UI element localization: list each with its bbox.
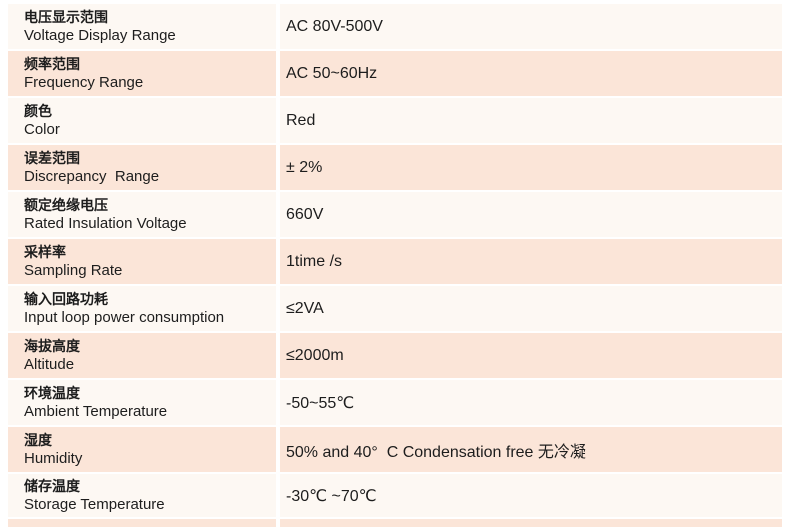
column-divider: [276, 239, 280, 284]
table-row: 湿度 Humidity 50% and 40° C Condensation f…: [8, 427, 782, 472]
spec-label-cell: 环境温度 Ambient Temperature: [8, 380, 276, 425]
partial-row-right: [280, 519, 782, 527]
table-row: 环境温度 Ambient Temperature -50~55℃: [8, 380, 782, 425]
spec-label-cell: 频率范围 Frequency Range: [8, 51, 276, 96]
column-divider: [276, 98, 280, 143]
spec-label-zh: 湿度: [24, 432, 52, 448]
spec-label-cell: 电压显示范围 Voltage Display Range: [8, 4, 276, 49]
column-divider: [276, 333, 280, 378]
spec-value: 1time /s: [280, 239, 782, 284]
spec-value: -30℃ ~70℃: [280, 474, 782, 517]
spec-value: Red: [280, 98, 782, 143]
spec-label-cell: 颜色 Color: [8, 98, 276, 143]
table-row: 误差范围 Discrepancy Range ± 2%: [8, 145, 782, 190]
spec-label-zh: 输入回路功耗: [24, 291, 108, 307]
spec-value: AC 80V-500V: [280, 4, 782, 49]
spec-label-en: Rated Insulation Voltage: [24, 215, 187, 232]
table-row: 储存温度 Storage Temperature -30℃ ~70℃: [8, 474, 782, 517]
spec-label-zh: 海拔高度: [24, 338, 80, 354]
column-divider: [276, 380, 280, 425]
spec-value: AC 50~60Hz: [280, 51, 782, 96]
spec-label-zh: 采样率: [24, 244, 66, 260]
table-row: 颜色 Color Red: [8, 98, 782, 143]
spec-label-cell: 误差范围 Discrepancy Range: [8, 145, 276, 190]
column-divider: [276, 519, 280, 527]
table-row: 额定绝缘电压 Rated Insulation Voltage 660V: [8, 192, 782, 237]
spec-label-en: Input loop power consumption: [24, 309, 225, 326]
spec-label-zh: 环境温度: [24, 385, 80, 401]
spec-label-en: Discrepancy Range: [24, 168, 160, 185]
column-divider: [276, 145, 280, 190]
spec-label-cell: 输入回路功耗 Input loop power consumption: [8, 286, 276, 331]
spec-label-cell: 储存温度 Storage Temperature: [8, 474, 276, 517]
spec-label-cell: 额定绝缘电压 Rated Insulation Voltage: [8, 192, 276, 237]
spec-label-zh: 颜色: [24, 103, 52, 119]
spec-label-zh: 误差范围: [24, 150, 80, 166]
spec-value: 50% and 40° C Condensation free 无冷凝: [280, 427, 782, 472]
spec-label-cell: 湿度 Humidity: [8, 427, 276, 472]
spec-value: ≤2VA: [280, 286, 782, 331]
table-row: 电压显示范围 Voltage Display Range AC 80V-500V: [8, 4, 782, 49]
table-row: 采样率 Sampling Rate 1time /s: [8, 239, 782, 284]
spec-label-zh: 电压显示范围: [24, 9, 108, 25]
spec-value: ± 2%: [280, 145, 782, 190]
spec-value: -50~55℃: [280, 380, 782, 425]
column-divider: [276, 51, 280, 96]
column-divider: [276, 286, 280, 331]
spec-label-en: Humidity: [24, 450, 83, 467]
spec-value: ≤2000m: [280, 333, 782, 378]
spec-label-cell: 采样率 Sampling Rate: [8, 239, 276, 284]
spec-label-zh: 储存温度: [24, 478, 80, 494]
spec-label-en: Color: [24, 121, 60, 138]
spec-label-en: Altitude: [24, 356, 75, 373]
spec-label-cell: 海拔高度 Altitude: [8, 333, 276, 378]
table-row: 海拔高度 Altitude ≤2000m: [8, 333, 782, 378]
table-row: 输入回路功耗 Input loop power consumption ≤2VA: [8, 286, 782, 331]
column-divider: [276, 4, 280, 49]
column-divider: [276, 474, 280, 517]
partial-row-strip: [8, 519, 782, 527]
spec-value: 660V: [280, 192, 782, 237]
spec-label-en: Sampling Rate: [24, 262, 123, 279]
spec-table: 电压显示范围 Voltage Display Range AC 80V-500V…: [8, 4, 782, 527]
table-row: 频率范围 Frequency Range AC 50~60Hz: [8, 51, 782, 96]
spec-label-en: Frequency Range: [24, 74, 144, 91]
spec-label-en: Ambient Temperature: [24, 403, 168, 420]
partial-row-left: [8, 519, 276, 527]
spec-label-zh: 额定绝缘电压: [24, 197, 108, 213]
column-divider: [276, 192, 280, 237]
spec-label-zh: 频率范围: [24, 56, 80, 72]
spec-label-en: Voltage Display Range: [24, 27, 176, 44]
column-divider: [276, 427, 280, 472]
spec-label-en: Storage Temperature: [24, 496, 165, 513]
